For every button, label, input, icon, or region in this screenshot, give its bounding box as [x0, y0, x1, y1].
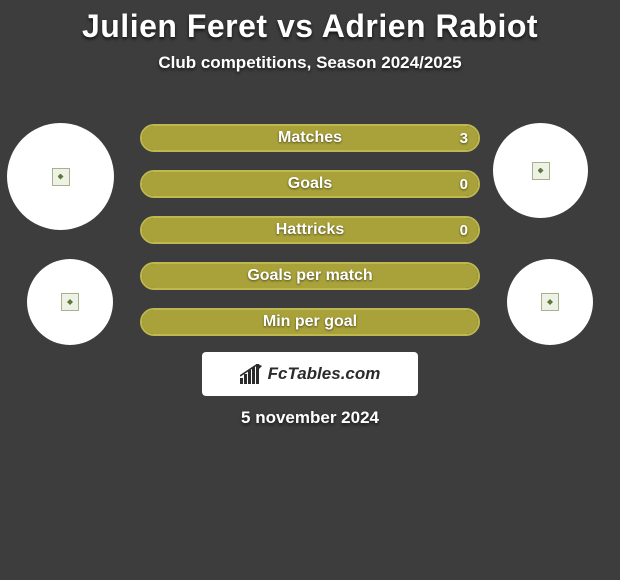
- stat-row: Matches3: [140, 124, 480, 152]
- stat-label: Goals: [142, 172, 478, 196]
- broken-image-icon: [61, 293, 79, 311]
- generated-date: 5 november 2024: [0, 408, 620, 428]
- stat-row: Goals0: [140, 170, 480, 198]
- stat-value-right: 0: [460, 218, 468, 242]
- broken-image-icon: [532, 162, 550, 180]
- brand-box: FcTables.com: [202, 352, 418, 396]
- player2-photo-top: [493, 123, 588, 218]
- stat-value-right: 3: [460, 126, 468, 150]
- stat-label: Min per goal: [142, 310, 478, 334]
- stat-label: Hattricks: [142, 218, 478, 242]
- player1-photo-bottom: [27, 259, 113, 345]
- stat-row: Goals per match: [140, 262, 480, 290]
- stat-row: Min per goal: [140, 308, 480, 336]
- stat-value-right: 0: [460, 172, 468, 196]
- player1-photo-top: [7, 123, 114, 230]
- comparison-title: Julien Feret vs Adrien Rabiot: [0, 0, 620, 45]
- stats-block: Matches3Goals0Hattricks0Goals per matchM…: [140, 124, 480, 354]
- comparison-subtitle: Club competitions, Season 2024/2025: [0, 53, 620, 73]
- broken-image-icon: [541, 293, 559, 311]
- stat-row: Hattricks0: [140, 216, 480, 244]
- fctables-logo-icon: [240, 364, 262, 384]
- player2-photo-bottom: [507, 259, 593, 345]
- brand-text: FcTables.com: [268, 364, 381, 384]
- stat-label: Goals per match: [142, 264, 478, 288]
- broken-image-icon: [52, 168, 70, 186]
- stat-label: Matches: [142, 126, 478, 150]
